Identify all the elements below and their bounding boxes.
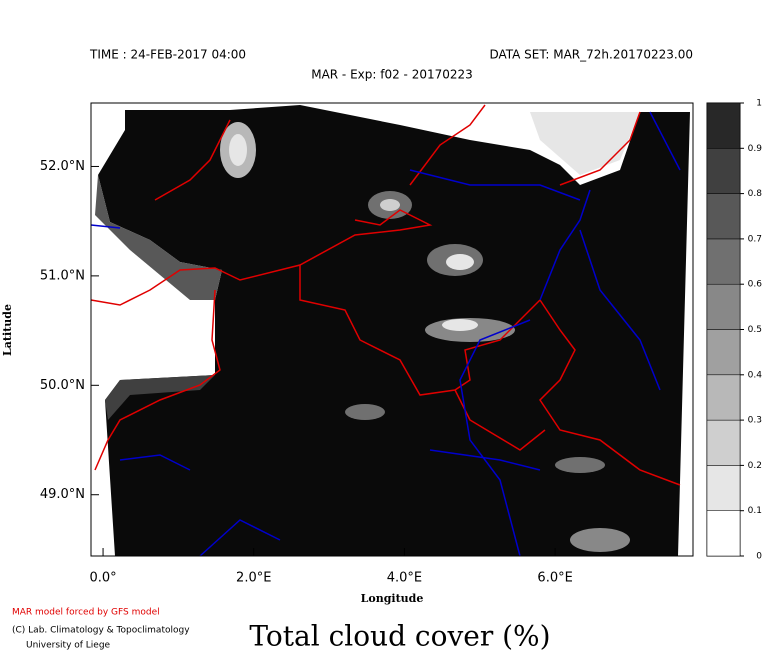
colorbar-swatch — [706, 102, 741, 149]
dataset-label: DATA SET: MAR_72h.20170223.00 — [489, 48, 693, 62]
colorbar-label: 0.7 — [748, 234, 762, 244]
colorbar-label: 1 — [756, 99, 762, 109]
cloud-field — [95, 105, 690, 556]
colorbar-swatch — [706, 193, 741, 240]
y-tick-label: 50.0°N — [40, 378, 85, 393]
colorbar-swatch — [706, 148, 741, 194]
credit: University of Liege — [26, 641, 111, 651]
colorbar-swatch — [706, 419, 741, 466]
colorbar-label: 0.6 — [748, 280, 763, 290]
colorbar-label: 0 — [756, 552, 762, 562]
x-tick-label: 0.0° — [89, 571, 116, 586]
colorbar-swatch — [706, 465, 741, 511]
colorbar-label: 0.3 — [748, 416, 762, 426]
chart-title: Total cloud cover (%) — [249, 620, 550, 653]
credit: MAR model forced by GFS model — [12, 608, 160, 618]
borders — [90, 104, 681, 557]
colorbar-label: 0.8 — [748, 189, 763, 199]
y-tick-label: 49.0°N — [40, 487, 85, 502]
x-axis-label: Longitude — [361, 592, 424, 605]
colorbar-label: 0.2 — [748, 461, 762, 471]
colorbar-swatch — [706, 283, 741, 330]
y-tick-label: 52.0°N — [40, 159, 85, 174]
experiment-label: MAR - Exp: f02 - 20170223 — [311, 68, 473, 82]
colorbar-swatch — [706, 238, 741, 285]
colorbar-label: 0.1 — [748, 506, 762, 516]
colorbar-swatch — [706, 510, 741, 557]
x-tick-label: 4.0°E — [387, 571, 422, 586]
y-tick-label: 51.0°N — [40, 268, 85, 283]
colorbar-label: 0.5 — [748, 325, 762, 335]
time-label: TIME : 24-FEB-2017 04:00 — [89, 48, 246, 62]
y-axis-label: Latitude — [1, 304, 14, 356]
x-tick-label: 6.0°E — [537, 571, 572, 586]
colorbar-label: 0.9 — [748, 144, 763, 154]
colorbar-swatch — [706, 374, 741, 421]
colorbar-swatch — [706, 329, 741, 376]
credit: (C) Lab. Climatology & Topoclimatology — [12, 626, 190, 636]
plot-frame — [90, 102, 694, 557]
colorbar-label: 0.4 — [748, 370, 763, 380]
x-tick-label: 2.0°E — [236, 571, 271, 586]
